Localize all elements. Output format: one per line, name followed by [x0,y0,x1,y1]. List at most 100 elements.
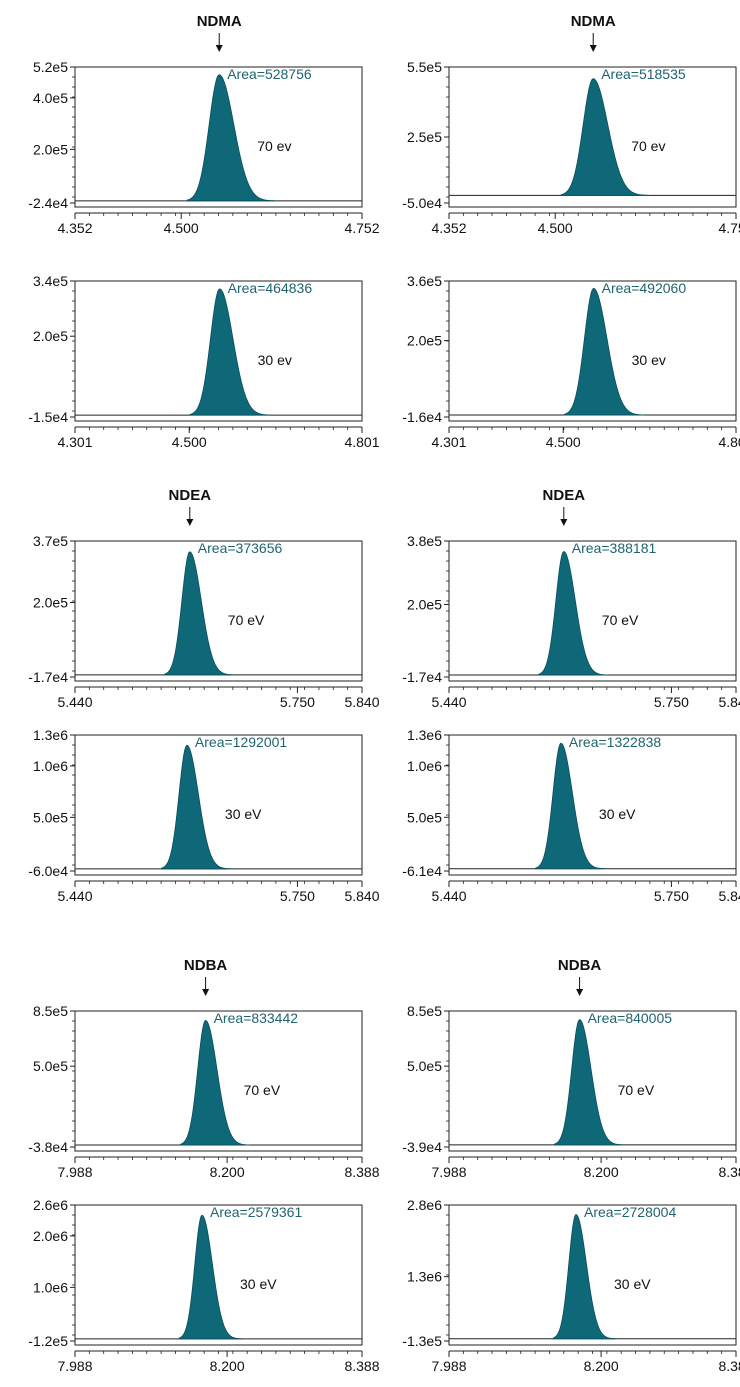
retention-arrow-head [202,989,210,996]
y-tick-label: -3.8e4 [28,1139,68,1155]
y-tick-label: 1.0e6 [33,758,68,774]
x-tick-label: 4.352 [431,220,466,236]
retention-arrow-head [186,519,194,526]
y-tick-label: 1.0e6 [33,1279,68,1295]
compound-title: NDBA [558,957,601,974]
x-tick-label: 4.301 [57,434,92,450]
x-tick-label: 5.440 [57,888,92,904]
y-tick-label: -1.6e4 [402,409,442,425]
y-tick-label: 4.0e5 [33,90,68,106]
collision-energy-label: 30 eV [225,806,262,822]
x-tick-label: 8.388 [344,1164,379,1180]
chromatogram-panel: 5.2e5 4.0e5 2.0e5 -2.4e4 4.352 4.500 4.752 Area… [28,13,379,236]
y-tick-label: 3.8e5 [407,533,442,549]
x-tick-label: 4.752 [718,220,740,236]
y-tick-label: 2.8e6 [407,1197,442,1213]
y-tick-label: 2.6e6 [33,1197,68,1213]
x-tick-label: 5.840 [344,694,379,710]
y-tick-label: 5.2e5 [33,59,68,75]
y-tick-label: -1.2e5 [28,1333,68,1349]
x-tick-label: 7.988 [57,1358,92,1374]
y-tick-label: 5.0e5 [33,1058,68,1074]
x-tick-label: 8.200 [210,1358,245,1374]
x-tick-label: 4.500 [172,434,207,450]
area-annotation: Area=518535 [601,66,686,82]
peak-area [178,1214,242,1340]
collision-energy-label: 30 ev [632,352,666,368]
x-tick-label: 4.801 [344,434,379,450]
y-tick-label: 1.0e6 [407,758,442,774]
chromatogram-panel: 3.7e5 2.0e5 -1.7e4 5.440 5.750 5.840 Area=3736… [28,487,379,710]
compound-title: NDBA [184,957,227,974]
area-annotation: Area=1322838 [569,734,661,750]
area-annotation: Area=373656 [198,540,283,556]
collision-energy-label: 30 eV [599,806,636,822]
collision-energy-label: 30 eV [614,1276,651,1292]
x-tick-label: 8.388 [718,1358,740,1374]
y-tick-label: 2.0e5 [407,333,442,349]
x-tick-label: 5.440 [57,694,92,710]
y-tick-label: 3.4e5 [33,273,68,289]
x-tick-label: 4.352 [57,220,92,236]
chromatogram-panel: 1.3e6 1.0e6 5.0e5 -6.0e4 5.440 5.750 5.840 Area… [28,727,379,904]
x-tick-label: 4.500 [538,220,573,236]
area-annotation: Area=1292001 [195,734,287,750]
y-tick-label: 5.5e5 [407,59,442,75]
plot-frame [448,540,737,682]
collision-energy-label: 70 eV [618,1082,655,1098]
x-tick-label: 5.440 [431,694,466,710]
collision-energy-label: 30 eV [240,1276,277,1292]
area-annotation: Area=492060 [602,280,687,296]
y-tick-label: 2.0e5 [33,328,68,344]
x-tick-label: 7.988 [57,1164,92,1180]
plot-frame [74,540,363,682]
collision-energy-label: 70 ev [631,138,665,154]
y-tick-label: 8.5e5 [33,1003,68,1019]
area-annotation: Area=528756 [227,66,312,82]
peak-area [560,78,649,196]
area-annotation: Area=2728004 [584,1204,676,1220]
y-tick-label: 2.5e5 [407,129,442,145]
y-tick-label: 1.3e6 [33,727,68,743]
x-tick-label: 8.200 [584,1164,619,1180]
x-tick-label: 4.500 [164,220,199,236]
peak-area [538,551,608,676]
y-tick-label: 5.0e5 [33,809,68,825]
area-annotation: Area=2579361 [210,1204,302,1220]
area-annotation: Area=840005 [588,1010,673,1026]
y-tick-label: -1.7e4 [402,669,442,685]
x-tick-label: 8.200 [210,1164,245,1180]
peak-area [553,1019,624,1146]
x-tick-label: 4.752 [344,220,379,236]
y-tick-label: -6.1e4 [402,863,442,879]
area-annotation: Area=388181 [572,540,657,556]
compound-title: NDMA [197,13,242,30]
retention-arrow-head [215,45,223,52]
y-tick-label: 3.6e5 [407,273,442,289]
y-tick-label: 8.5e5 [407,1003,442,1019]
retention-arrow-head [576,989,584,996]
x-tick-label: 4.500 [546,434,581,450]
y-tick-label: -1.7e4 [28,669,68,685]
area-annotation: Area=464836 [228,280,313,296]
chromatogram-panel: 3.4e5 2.0e5 -1.5e4 4.301 4.500 4.801 Area=4648… [28,273,379,450]
chromatogram-panel: 1.3e6 1.0e6 5.0e5 -6.1e4 5.440 5.750 5.840 Area… [402,727,740,904]
x-tick-label: 5.840 [344,888,379,904]
compound-title: NDMA [571,13,616,30]
x-tick-label: 5.840 [718,694,740,710]
peak-area [189,288,271,416]
retention-arrow-head [589,45,597,52]
peak-area [164,551,234,676]
peak-area [179,1020,250,1146]
y-tick-label: 2.0e6 [33,1228,68,1244]
x-tick-label: 7.988 [431,1358,466,1374]
compound-title: NDEA [169,487,212,504]
x-tick-label: 5.750 [654,888,689,904]
retention-arrow-head [560,519,568,526]
y-tick-label: 2.0e5 [407,596,442,612]
collision-energy-label: 30 ev [258,352,292,368]
peak-area [186,74,275,202]
y-tick-label: 5.0e5 [407,1058,442,1074]
plot-frame [74,734,363,876]
